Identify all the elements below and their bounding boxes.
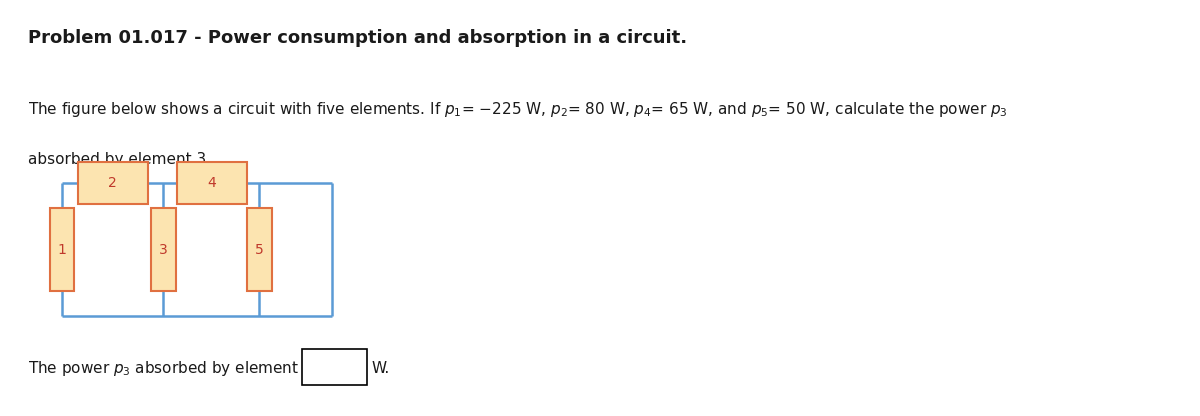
Text: 3: 3	[160, 243, 168, 257]
Text: Problem 01.017 - Power consumption and absorption in a circuit.: Problem 01.017 - Power consumption and a…	[28, 29, 688, 47]
Text: The power $p_3$ absorbed by element 3 is: The power $p_3$ absorbed by element 3 is	[28, 359, 330, 378]
FancyBboxPatch shape	[151, 208, 175, 291]
Text: 1: 1	[58, 243, 66, 257]
Text: absorbed by element 3.: absorbed by element 3.	[28, 152, 211, 167]
Text: 5: 5	[254, 243, 264, 257]
FancyBboxPatch shape	[247, 208, 271, 291]
Text: The figure below shows a circuit with five elements. If $p_1$= −225 W, $p_2$= 80: The figure below shows a circuit with fi…	[28, 100, 1008, 119]
Text: 4: 4	[208, 176, 216, 190]
FancyBboxPatch shape	[176, 162, 247, 204]
FancyBboxPatch shape	[78, 162, 148, 204]
Text: 2: 2	[108, 176, 118, 190]
FancyBboxPatch shape	[49, 208, 74, 291]
Text: W.: W.	[372, 361, 390, 376]
Bar	[302, 349, 367, 385]
